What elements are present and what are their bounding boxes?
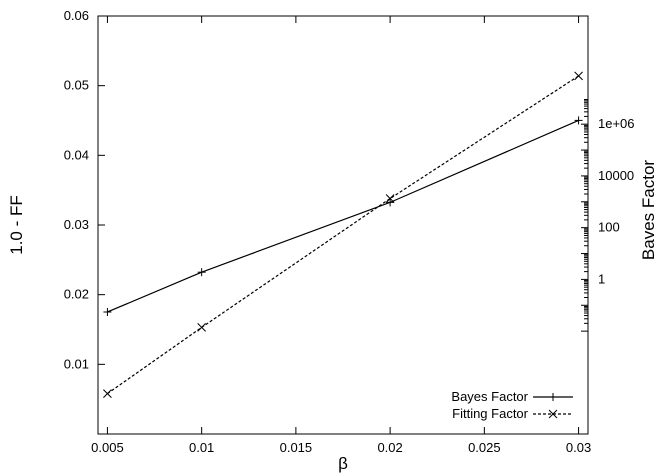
x-tick-label: 0.025 xyxy=(468,440,501,455)
fitting-factor-point xyxy=(574,71,583,81)
fitting-factor-line xyxy=(107,75,579,395)
y2-tick-label: 100 xyxy=(598,220,620,235)
legend-marker-bayes-factor xyxy=(549,393,557,401)
y-tick-label: 0.05 xyxy=(64,78,89,93)
y-tick-label: 0.01 xyxy=(64,356,89,371)
legend-label-fitting-factor: Fitting Factor xyxy=(452,406,529,421)
legend-label-bayes-factor: Bayes Factor xyxy=(451,389,528,404)
tick-group: 0.005 0.01 0.015 0.02 0.025 0.03 0.01 0.02 0.03 0… xyxy=(64,8,635,455)
legend: Bayes Factor Fitting Factor xyxy=(451,389,573,421)
fitting-factor-point xyxy=(197,323,207,332)
x-tick-label: 0.02 xyxy=(377,440,402,455)
x-axis-title: β xyxy=(338,454,348,473)
y2-tick-label: 1 xyxy=(598,271,605,286)
bayes-factor-point xyxy=(197,268,206,277)
y-tick-label: 0.04 xyxy=(64,147,89,162)
bayes-factor-point xyxy=(386,198,395,207)
bayes-factor-point xyxy=(574,116,583,125)
y-tick-label: 0.02 xyxy=(64,287,89,302)
x-tick-label: 0.03 xyxy=(566,440,591,455)
marker-stroke-b xyxy=(574,71,583,81)
marker-stroke-b xyxy=(548,409,558,419)
y2-axis-title: Baves Factor xyxy=(639,160,658,260)
y-axis-title: 1.0 - FF xyxy=(7,195,26,255)
y2-tick-label: 1e+06 xyxy=(598,116,635,131)
marker-stroke-b xyxy=(103,389,112,398)
bayes-factor-line xyxy=(107,119,579,313)
y-tick-label: 0.03 xyxy=(64,217,89,232)
legend-marker-fitting-factor xyxy=(548,409,558,419)
marker-stroke-b xyxy=(197,323,207,332)
y-tick-label: 0.06 xyxy=(64,8,89,23)
series-group xyxy=(103,71,583,398)
x-tick-label: 0.015 xyxy=(280,440,313,455)
y2-tick-label: 10000 xyxy=(598,168,634,183)
plot-frame xyxy=(97,15,589,435)
bayes-factor-point xyxy=(103,307,112,316)
fitting-factor-point xyxy=(385,194,395,203)
marker-stroke-b xyxy=(385,194,395,203)
fitting-factor-point xyxy=(103,389,112,398)
x-tick-label: 0.01 xyxy=(189,440,214,455)
x-tick-label: 0.005 xyxy=(91,440,124,455)
